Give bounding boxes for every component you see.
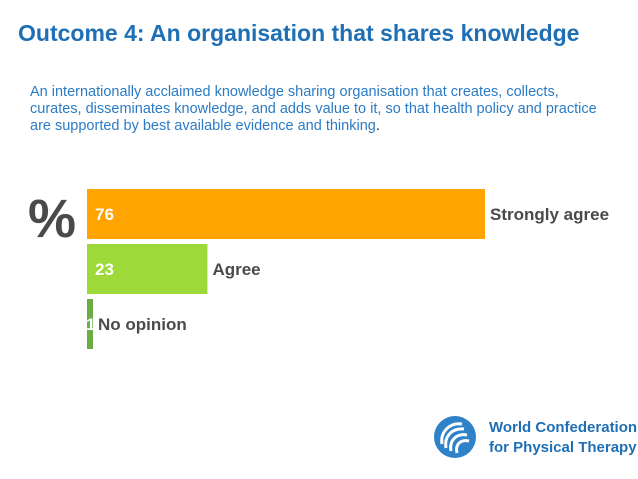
bar-agree xyxy=(87,244,208,294)
bar-value-label: 23 xyxy=(95,260,114,279)
bar-value-label: 1 xyxy=(86,315,95,334)
category-label: No opinion xyxy=(98,315,187,334)
description-end-mark: . xyxy=(375,118,380,134)
organisation-name-line1: World Confederation xyxy=(489,419,638,436)
globe-swirl-icon xyxy=(434,416,476,458)
slide-title: Outcome 4: An organisation that shares k… xyxy=(18,20,580,46)
bar-no-opinion xyxy=(87,299,93,349)
bar-value-label: 76 xyxy=(95,205,114,224)
organisation-name: World Confederation for Physical Therapy xyxy=(489,418,637,458)
description-text: An internationally acclaimed knowledge s… xyxy=(30,84,597,134)
category-label: Strongly agree xyxy=(490,205,609,224)
outcome-description: An internationally acclaimed knowledge s… xyxy=(30,84,610,135)
organisation-name-line2: for Physical Therapy xyxy=(489,439,637,456)
percent-unit-label: % xyxy=(28,189,77,249)
category-label: Agree xyxy=(212,260,260,279)
bar-strongly-agree xyxy=(87,189,485,239)
